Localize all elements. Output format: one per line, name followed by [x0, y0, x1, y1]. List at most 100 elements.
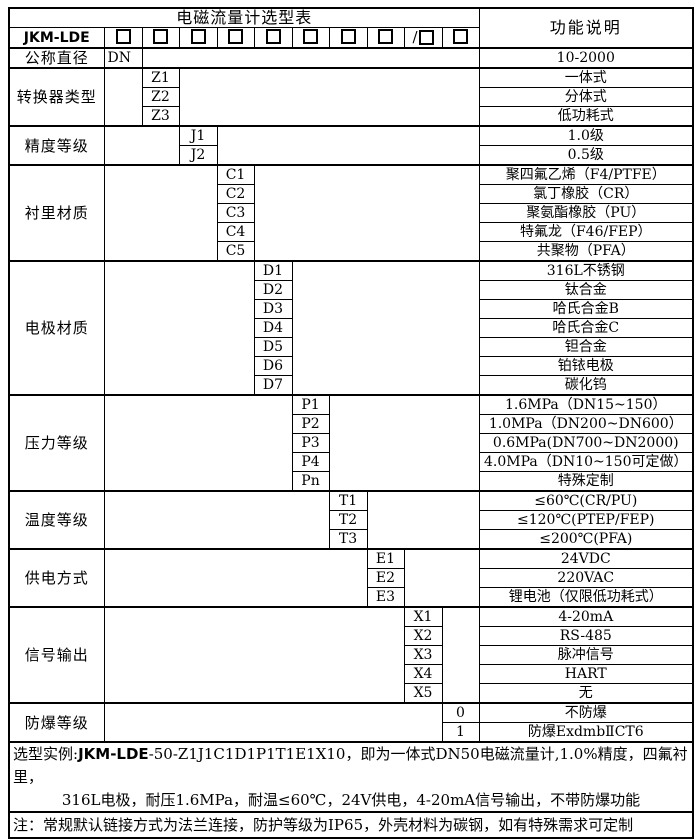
note-text: 注：常规默认链接方式为法兰连接，防护等级为IP65，外壳材料为碳钢，如有特殊需求…	[8, 811, 694, 839]
desc-cell: 220VAC	[478, 568, 694, 588]
checkbox-icon	[265, 29, 281, 44]
checkbox-icon	[228, 29, 243, 44]
code-box-cell-10[interactable]	[441, 27, 480, 49]
code-cell: P3	[291, 433, 330, 453]
desc-cell: 哈氏合金B	[478, 299, 694, 319]
filler-cell	[103, 548, 368, 608]
model-code-label: JKM-LDE	[8, 27, 105, 49]
code-cell: D1	[253, 260, 293, 281]
code-cell: X1	[403, 606, 443, 627]
code-cell: T3	[328, 529, 368, 550]
desc-cell: 氯丁橡胶（CR）	[478, 184, 694, 204]
filler-cell	[328, 394, 480, 492]
checkbox-icon	[190, 29, 206, 44]
filler-cell	[103, 490, 330, 550]
group-label-accuracy-class: 精度等级	[8, 125, 105, 166]
code-cell: D5	[253, 337, 293, 357]
example-line-1: 选型实例:JKM-LDE-50-Z1J1C1D1P1T1E1X10，即为一体式D…	[10, 744, 692, 789]
filler-cell	[216, 125, 480, 166]
code-box-cell-4[interactable]	[216, 27, 255, 49]
code-cell: P1	[291, 394, 330, 415]
code-box-cell-8[interactable]	[366, 27, 405, 49]
selection-sheet: 电磁流量计选型表 功能说明 JKM-LDE / 公称直径 DN 10-2000 …	[8, 7, 695, 839]
code-cell: D6	[253, 356, 293, 376]
filler-cell	[103, 125, 180, 166]
desc-cell: 24VDC	[478, 548, 694, 569]
table-title: 电磁流量计选型表	[8, 7, 480, 28]
desc-cell: 低功耗式	[478, 106, 694, 127]
checkbox-icon	[340, 29, 356, 44]
desc-cell: RS-485	[478, 626, 694, 646]
filler-cell	[103, 606, 405, 704]
desc-cell: 1.6MPa（DN15~150）	[478, 394, 694, 415]
code-cell: C4	[216, 222, 255, 242]
desc-cell: 0.6MPa(DN700~DN2000)	[478, 433, 694, 453]
checkbox-icon	[453, 29, 468, 44]
code-box-cell-9[interactable]: /	[403, 27, 443, 49]
group-label-power-supply: 供电方式	[8, 548, 105, 608]
code-cell: X3	[403, 645, 443, 665]
nominal-diameter-label: 公称直径	[8, 47, 105, 69]
desc-cell: 碳化钨	[478, 375, 694, 396]
desc-cell: 1.0MPa（DN200~DN600）	[478, 414, 694, 434]
code-cell: X2	[403, 626, 443, 646]
desc-cell: ≤120℃(PTEP/FEP)	[478, 510, 694, 530]
desc-cell: ≤200℃(PFA)	[478, 529, 694, 550]
filler-cell	[366, 490, 480, 550]
code-cell: C2	[216, 184, 255, 204]
desc-cell: 特氟龙（F46/FEP）	[478, 222, 694, 242]
function-column-header: 功能说明	[478, 7, 694, 49]
checkbox-icon	[115, 29, 131, 44]
code-cell: D3	[253, 299, 293, 319]
code-box-cell-2[interactable]	[141, 27, 180, 49]
dn-desc-cell: 10-2000	[478, 47, 694, 69]
group-label-pressure-rating: 压力等级	[8, 394, 105, 492]
desc-cell: 316L不锈钢	[478, 260, 694, 281]
code-cell: D4	[253, 318, 293, 338]
filler-cell	[103, 394, 293, 492]
code-cell: C5	[216, 241, 255, 262]
code-box-cell-1[interactable]	[103, 27, 143, 49]
code-box-cell-6[interactable]	[291, 27, 330, 49]
code-cell: X5	[403, 683, 443, 704]
filler-cell	[403, 548, 480, 608]
code-cell: T1	[328, 490, 368, 511]
selection-example: 选型实例:JKM-LDE-50-Z1J1C1D1P1T1E1X10，即为一体式D…	[8, 741, 694, 813]
code-cell: P4	[291, 452, 330, 472]
code-cell: E2	[366, 568, 405, 588]
code-cell: D2	[253, 280, 293, 300]
code-cell: 1	[441, 722, 480, 743]
code-cell: Z3	[141, 106, 180, 127]
desc-cell: 聚氨酯橡胶（PU）	[478, 203, 694, 223]
example-model-code: JKM-LDE	[78, 745, 149, 763]
code-cell: Z2	[141, 87, 180, 107]
code-cell: C1	[216, 164, 255, 185]
group-label-temperature-rating: 温度等级	[8, 490, 105, 550]
desc-cell: HART	[478, 664, 694, 684]
desc-cell: 1.0级	[478, 125, 694, 146]
desc-cell: 不防爆	[478, 702, 694, 723]
code-cell: X4	[403, 664, 443, 684]
filler-cell	[103, 702, 443, 743]
desc-cell: 共聚物（PFA）	[478, 241, 694, 262]
example-line-2: 316L电极，耐压1.6MPa，耐温≤60℃，24V供电，4-20mA信号输出，…	[61, 791, 641, 809]
code-box-cell-3[interactable]	[178, 27, 218, 49]
group-label-converter-type: 转换器类型	[8, 67, 105, 127]
code-cell: D7	[253, 375, 293, 396]
checkbox-icon	[418, 29, 434, 45]
example-rest: -50-Z1J1C1D1P1T1E1X10，即为一体式DN50电磁流量计,1.0…	[13, 745, 688, 786]
desc-cell: 铂铱电极	[478, 356, 694, 376]
filler-cell	[253, 164, 480, 262]
filler-cell	[103, 260, 255, 396]
desc-cell: 一体式	[478, 67, 694, 88]
desc-cell: ≤60℃(CR/PU)	[478, 490, 694, 511]
filler-cell	[141, 47, 480, 69]
desc-cell: 钽合金	[478, 337, 694, 357]
filler-cell	[103, 67, 143, 127]
group-label-explosion-proof: 防爆等级	[8, 702, 105, 743]
desc-cell: 脉冲信号	[478, 645, 694, 665]
slash-separator: /	[412, 28, 418, 46]
code-cell: J2	[178, 145, 218, 166]
code-box-cell-7[interactable]	[328, 27, 368, 49]
code-box-cell-5[interactable]	[253, 27, 293, 49]
